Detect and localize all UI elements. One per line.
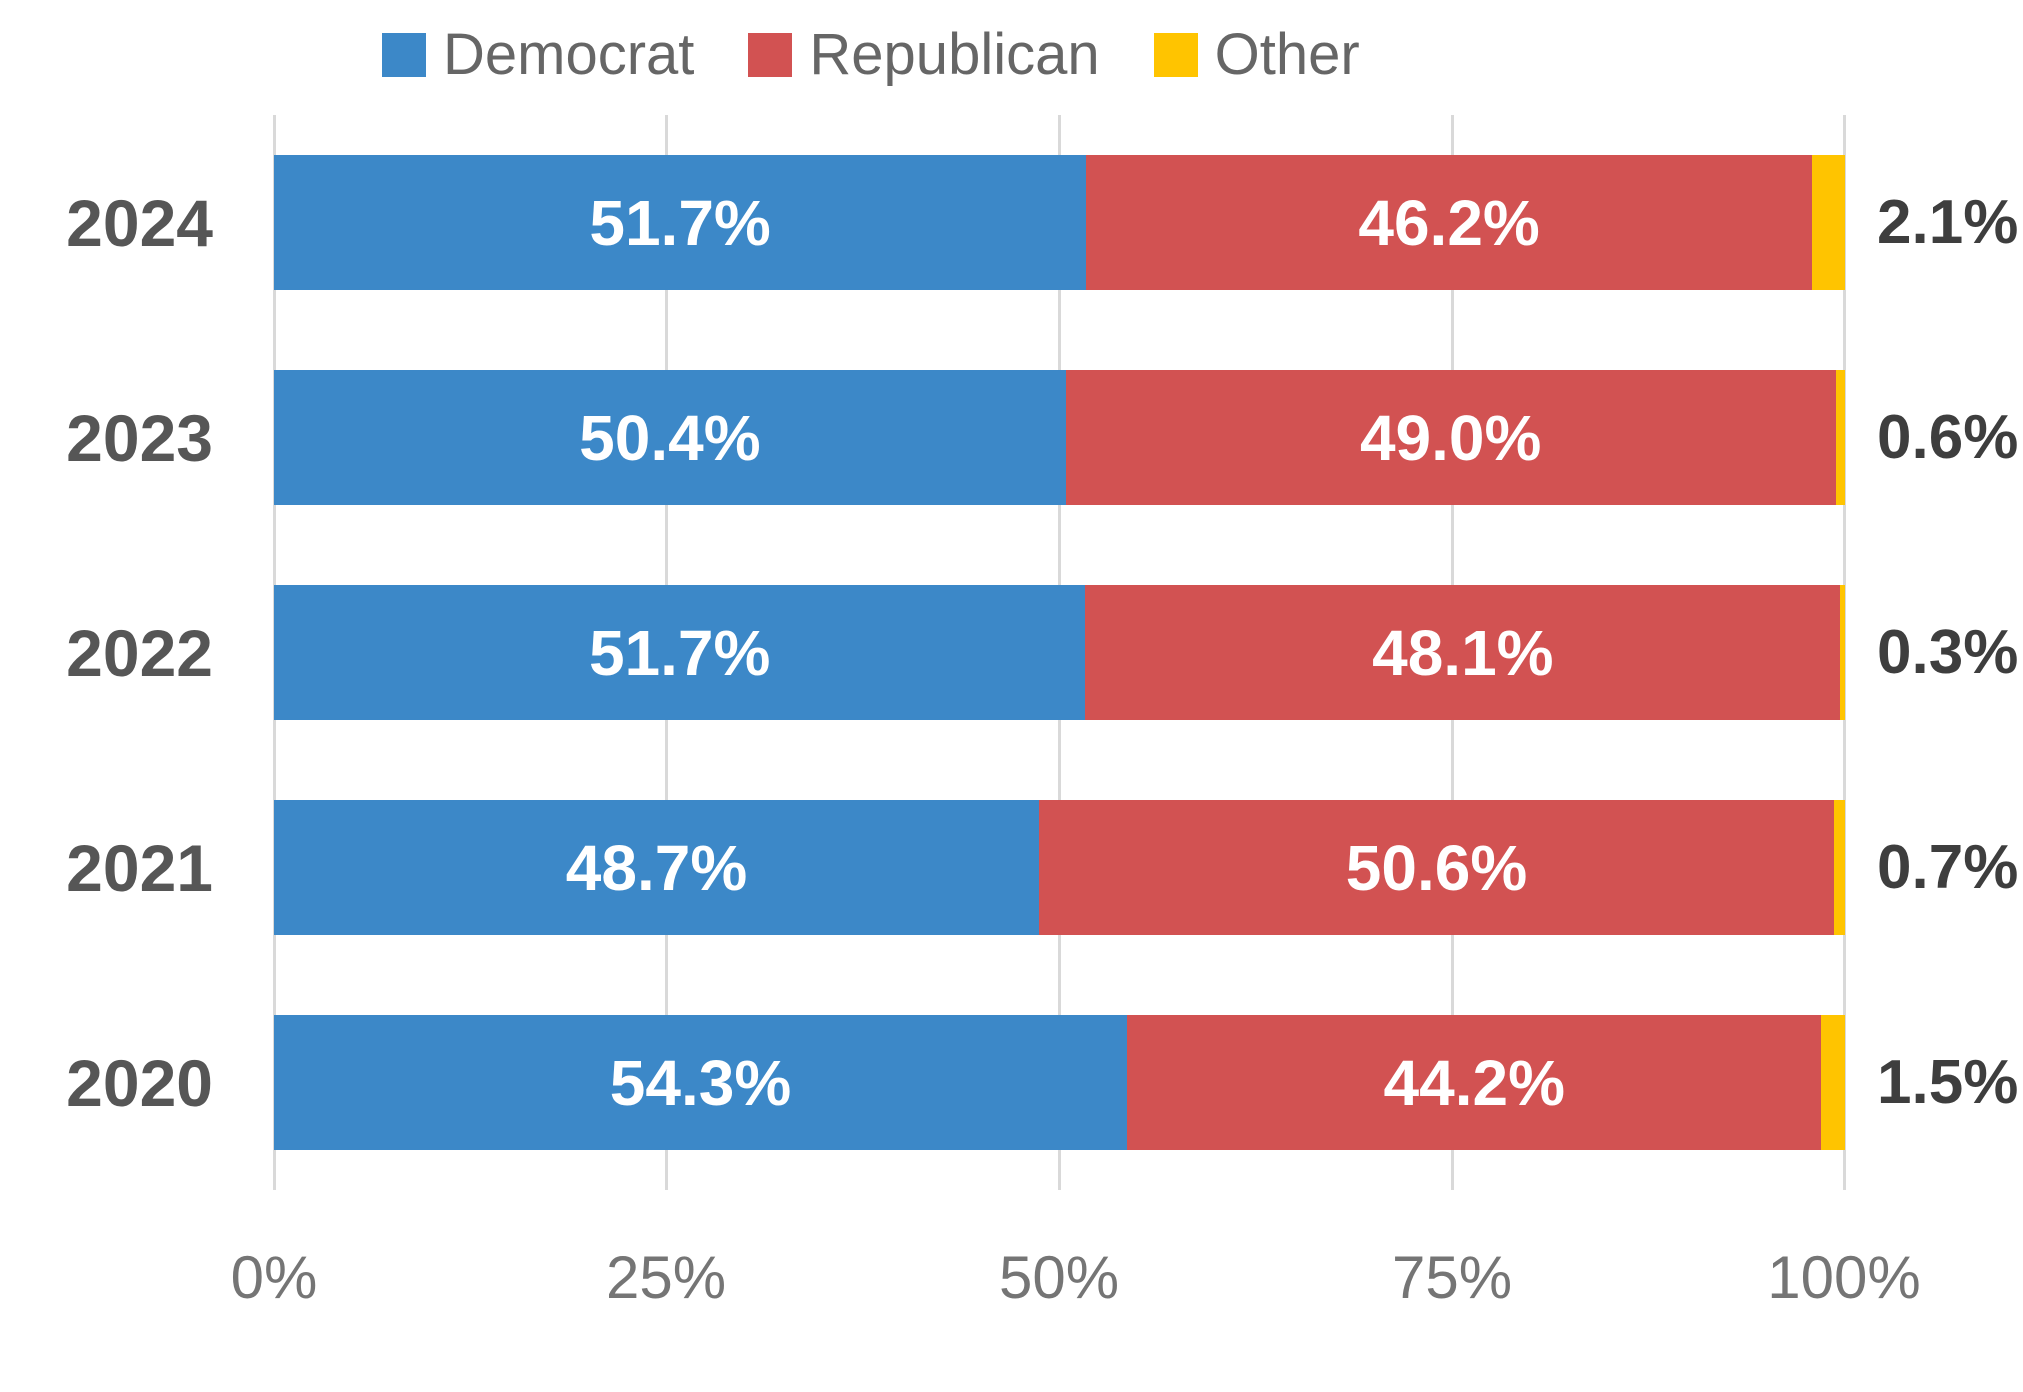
segment-democrat[interactable]: 51.7% [274, 585, 1086, 720]
year-label: 2024 [66, 185, 213, 260]
legend-item-other[interactable]: Other [1153, 22, 1360, 87]
segment-value-label: 46.2% [1358, 186, 1540, 259]
other-value-label: 2.1% [1877, 188, 2019, 257]
x-axis-tick-label: 75% [1391, 1244, 1513, 1311]
bar-track: 51.7% 48.1% [274, 585, 1845, 720]
x-axis-tick-label: 100% [1767, 1244, 1921, 1311]
segment-other[interactable] [1835, 370, 1845, 505]
segment-value-label: 49.0% [1359, 401, 1542, 474]
bar-track: 51.7% 46.2% [274, 155, 1845, 290]
x-axis-tick-label: 50% [998, 1244, 1120, 1311]
legend-item-democrat[interactable]: Democrat [382, 26, 694, 84]
segment-republican[interactable]: 48.1% [1085, 585, 1841, 720]
segment-republican[interactable]: 49.0% [1065, 370, 1836, 505]
segment-value-label: 48.7% [565, 831, 748, 904]
year-label: 2021 [66, 830, 213, 905]
segment-republican[interactable]: 44.2% [1127, 1015, 1822, 1150]
segment-value-label: 44.2% [1383, 1046, 1565, 1119]
segment-value-label: 48.1% [1372, 616, 1554, 689]
legend-swatch-other-icon [1153, 33, 1198, 77]
bar-row-2023: 2023 50.4% 49.0% 0.6% [0, 370, 2023, 505]
bar-row-2024: 2024 51.7% 46.2% 2.1% [0, 155, 2023, 290]
legend: Democrat Republican Other [382, 26, 1360, 84]
year-label: 2020 [66, 1045, 213, 1120]
legend-label-other: Other [1214, 22, 1360, 87]
segment-value-label: 51.7% [589, 186, 771, 259]
other-value-label: 0.7% [1877, 833, 2019, 902]
legend-label-democrat: Democrat [443, 22, 695, 87]
bar-track: 50.4% 49.0% [274, 370, 1845, 505]
legend-swatch-democrat-icon [382, 33, 426, 77]
other-value-label: 0.6% [1877, 403, 2019, 472]
segment-other[interactable] [1834, 800, 1845, 935]
segment-value-label: 54.3% [609, 1046, 792, 1119]
legend-swatch-republican-icon [748, 33, 793, 77]
segment-democrat[interactable]: 50.4% [274, 370, 1066, 505]
bar-row-2020: 2020 54.3% 44.2% 1.5% [0, 1015, 2023, 1150]
legend-label-republican: Republican [809, 22, 1100, 87]
bar-track: 48.7% 50.6% [274, 800, 1845, 935]
segment-value-label: 51.7% [588, 616, 771, 689]
bar-row-2021: 2021 48.7% 50.6% 0.7% [0, 800, 2023, 935]
segment-republican[interactable]: 50.6% [1039, 800, 1834, 935]
other-value-label: 0.3% [1877, 618, 2019, 687]
x-axis-tick-label: 0% [230, 1244, 318, 1311]
legend-item-republican[interactable]: Republican [748, 22, 1100, 87]
x-axis-tick-label: 25% [605, 1244, 727, 1311]
segment-other[interactable] [1821, 1015, 1845, 1150]
year-label: 2023 [66, 400, 213, 475]
bar-track: 54.3% 44.2% [274, 1015, 1845, 1150]
segment-democrat[interactable]: 54.3% [274, 1015, 1128, 1150]
segment-other[interactable] [1840, 585, 1845, 720]
segment-value-label: 50.4% [579, 401, 761, 474]
segment-value-label: 50.6% [1345, 831, 1528, 904]
segment-republican[interactable]: 46.2% [1086, 155, 1812, 290]
year-label: 2022 [66, 615, 213, 690]
segment-other[interactable] [1812, 155, 1845, 290]
bar-row-2022: 2022 51.7% 48.1% 0.3% [0, 585, 2023, 720]
segment-democrat[interactable]: 51.7% [274, 155, 1087, 290]
other-value-label: 1.5% [1877, 1048, 2019, 1117]
segment-democrat[interactable]: 48.7% [274, 800, 1040, 935]
